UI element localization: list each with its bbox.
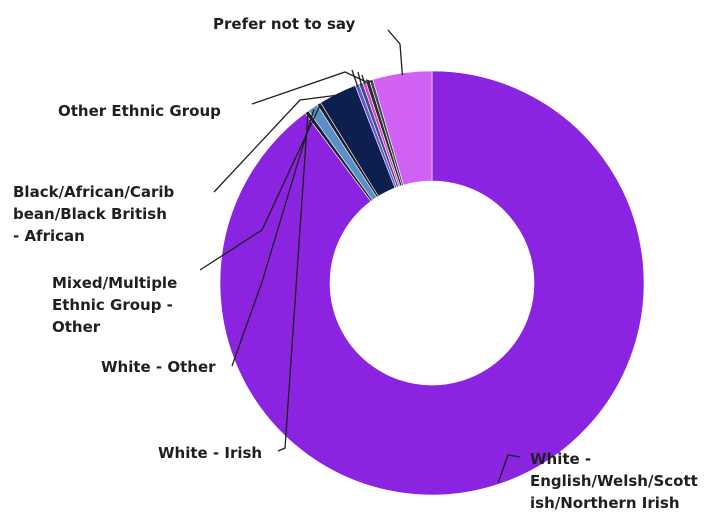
leader-line-small-9 <box>365 79 372 83</box>
labels-layer: White -English/Welsh/Scott ish/Northern I… <box>13 15 698 512</box>
leader-lines-layer <box>199 29 521 483</box>
leader-line-2 <box>231 109 315 367</box>
slice-label-8: Other Ethnic Group <box>58 102 221 120</box>
slice-label-10: Prefer not to say <box>213 15 356 33</box>
leader-line-small-6 <box>357 71 363 86</box>
leader-line-small-7 <box>361 74 366 85</box>
slice-label-4: Black/African/Carib bean/Black British - A… <box>13 183 175 245</box>
donut-slice-0 <box>219 70 645 496</box>
slice-label-2: White - Other <box>101 358 216 376</box>
donut-slice-10 <box>372 70 433 186</box>
leader-line-10 <box>387 29 404 76</box>
leader-line-4 <box>213 94 339 193</box>
leader-line-0 <box>497 454 521 483</box>
leader-line-1 <box>277 113 309 452</box>
leader-line-small-5 <box>351 69 359 87</box>
slice-label-3: Mixed/Multiple Ethnic Group -Other <box>52 274 177 336</box>
leader-line-3 <box>199 105 321 271</box>
slice-label-0: White -English/Welsh/Scott ish/Northern I… <box>530 450 698 512</box>
slices-layer <box>219 70 645 496</box>
slice-label-1: White - Irish <box>158 444 262 462</box>
